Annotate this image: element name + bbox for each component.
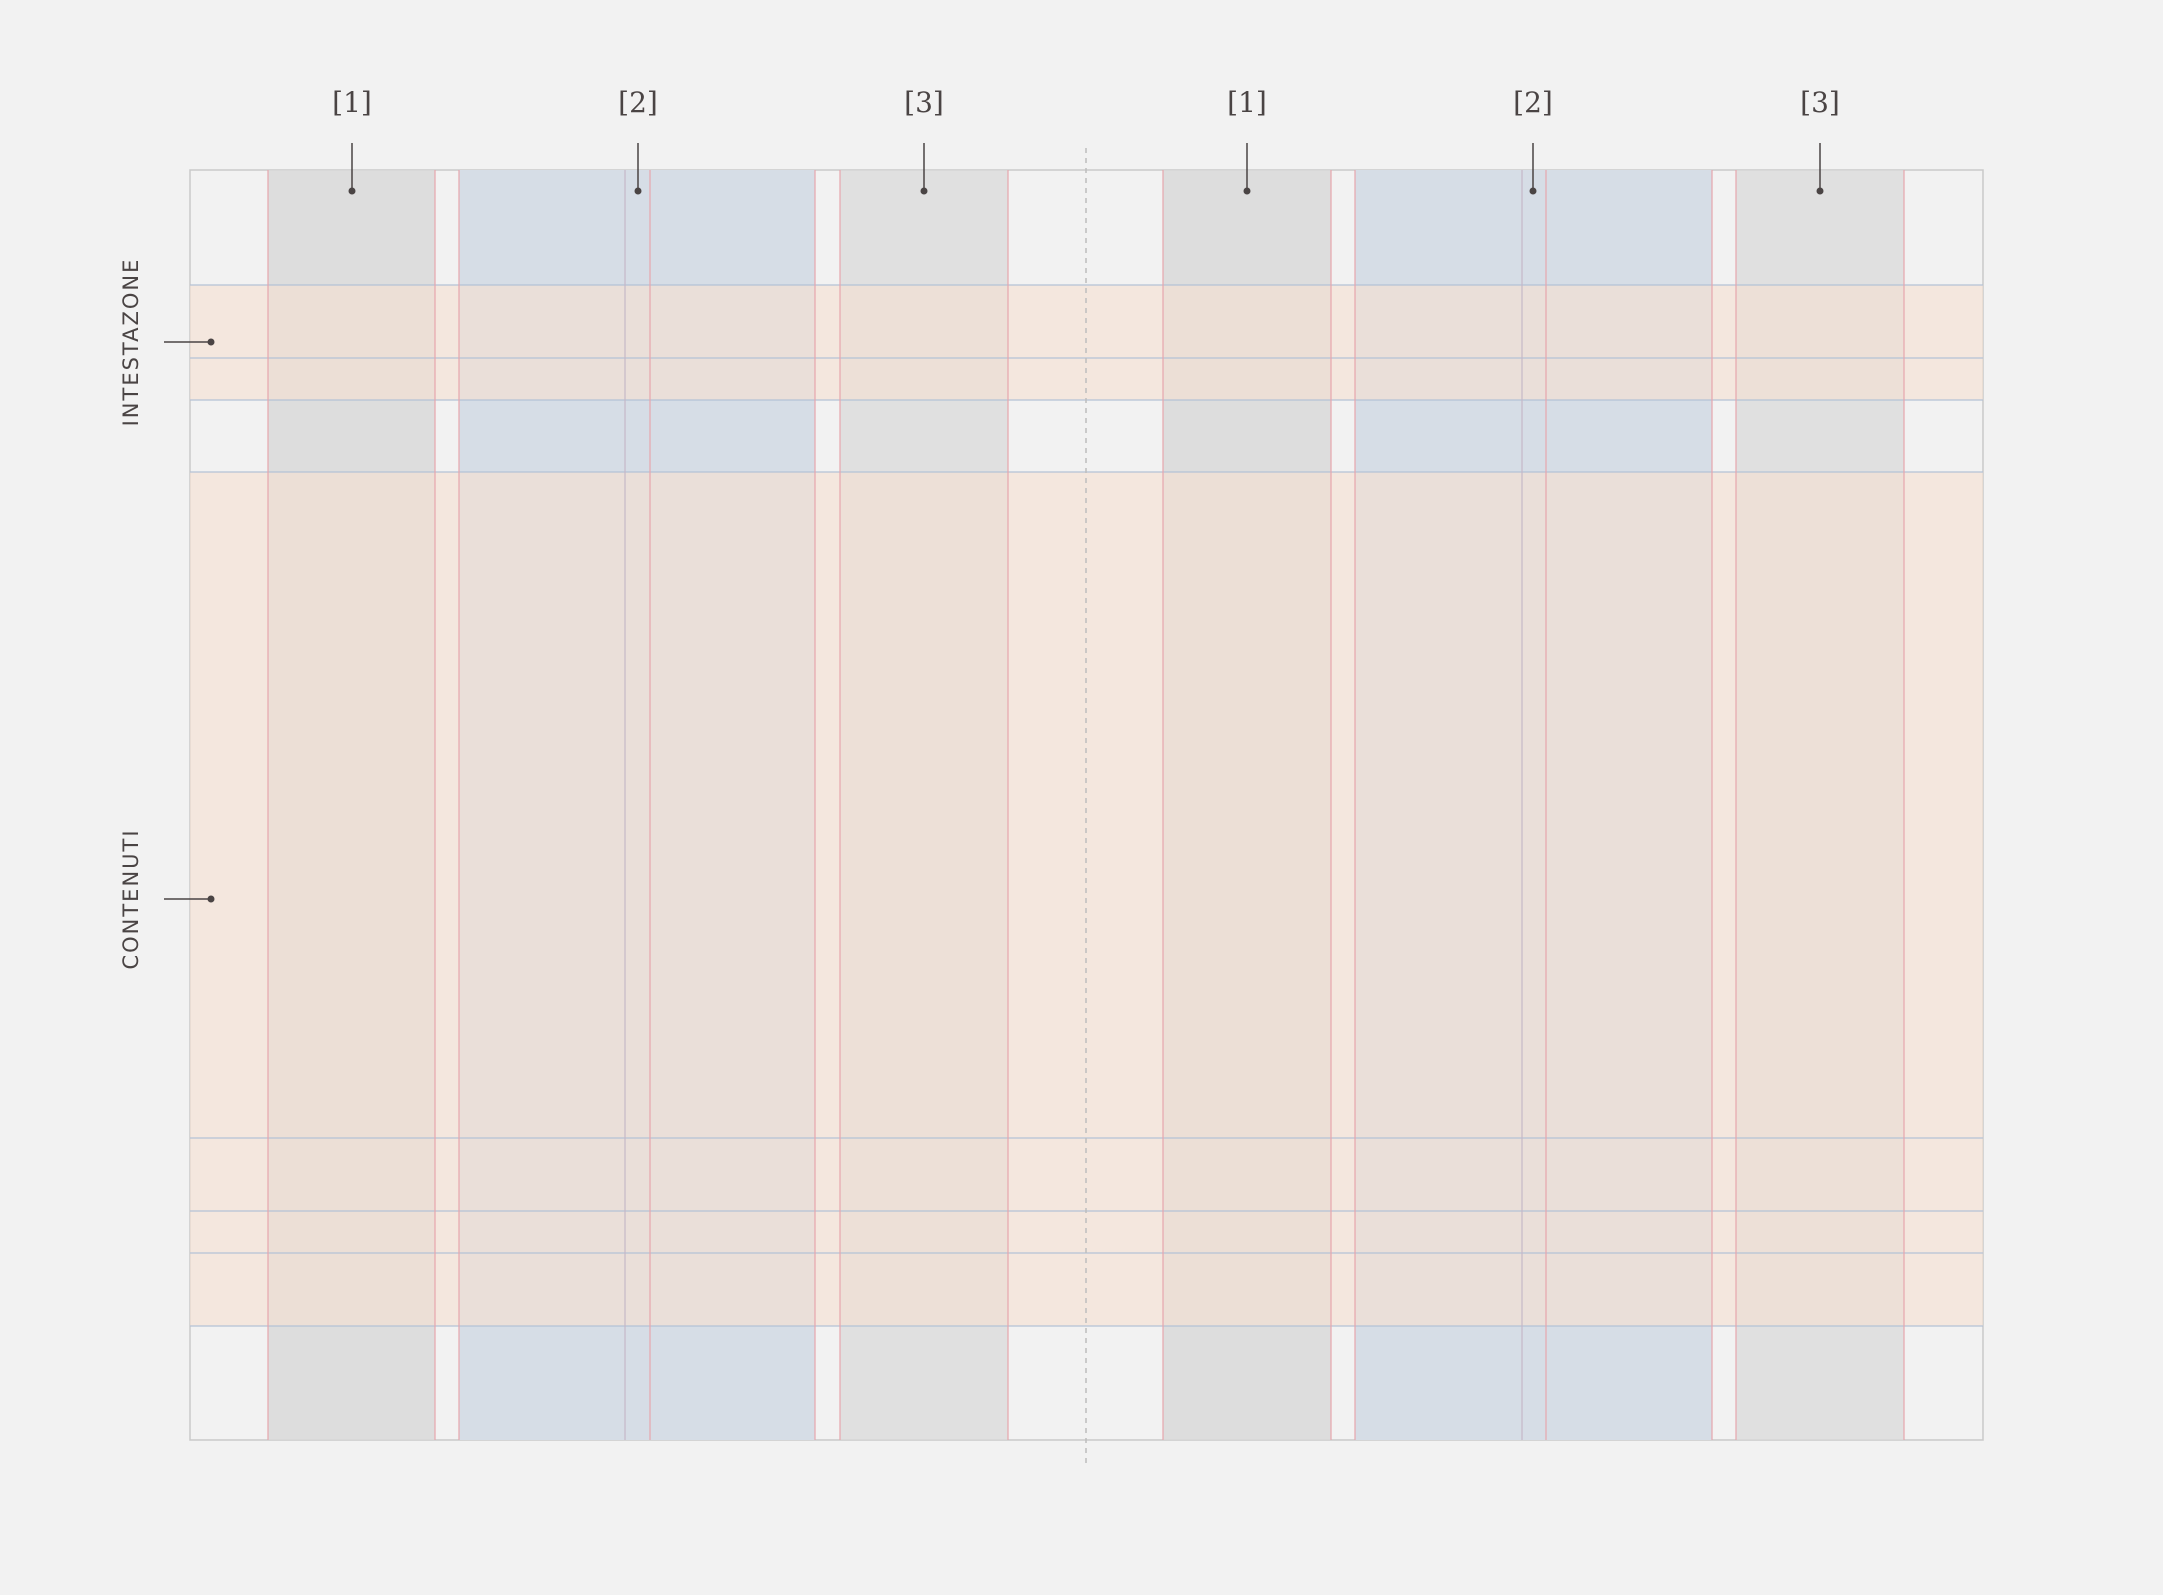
vertical-guides-pink	[267, 170, 1905, 1440]
column-label-left-2: [2]	[618, 86, 658, 119]
column-callouts	[348, 143, 1824, 195]
content-zone-label: CONTENUTI	[119, 828, 143, 970]
column-label-right-1: [1]	[1227, 86, 1267, 119]
column-label-left-1: [1]	[332, 86, 372, 119]
header-zone-label: INTESTAZONE	[119, 257, 143, 427]
column-label-left-3: [3]	[904, 86, 944, 119]
column-label-right-3: [3]	[1800, 86, 1840, 119]
column-label-right-2: [2]	[1513, 86, 1553, 119]
zone-callouts	[164, 338, 215, 903]
vertical-guides-blue	[624, 170, 1523, 1440]
